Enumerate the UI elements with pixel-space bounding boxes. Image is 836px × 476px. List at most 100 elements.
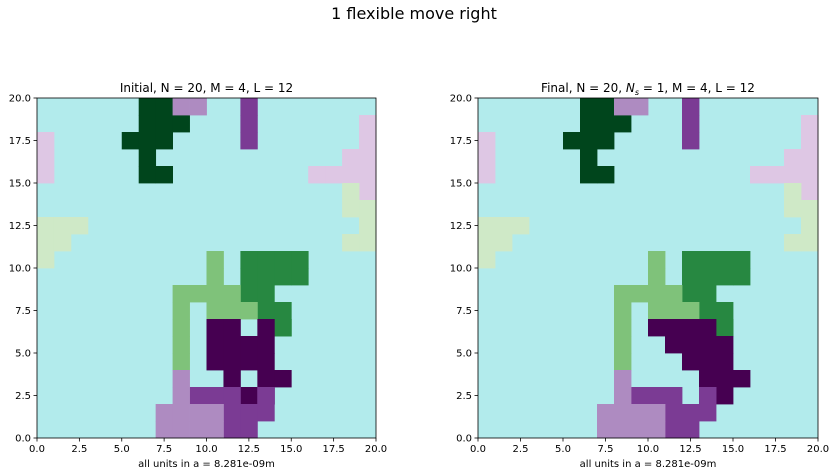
cell-green [291,268,309,286]
cell-darkgreen [155,132,173,150]
cell-darkpurple [699,336,717,354]
cell-lightgreen [37,217,55,235]
cell-medgreen [223,285,241,303]
cell-medgreen [614,353,632,371]
y-tick-label: 20.0 [9,94,31,105]
cell-darkgreen [138,98,157,116]
y-tick-label: 15.0 [9,179,31,190]
y-tick-label: 15.0 [450,179,472,190]
cell-lavender [614,421,632,439]
x-tick-label: 20.0 [807,444,829,455]
cell-purple [665,404,683,422]
cell-darkgreen [155,166,173,184]
cell-medgreen [206,302,224,320]
cell-lavender [648,421,666,439]
cell-medgreen [172,336,190,354]
cell-lightgreen [495,217,513,235]
cell-medgreen [189,285,207,303]
cell-lavender [172,370,190,388]
cell-lavender [614,98,632,116]
cell-medgreen [240,302,258,320]
cell-purple [682,421,700,439]
panel-initial-cells [37,98,377,439]
cell-darkpurple [257,353,275,371]
cell-darkpurple [716,336,734,354]
cell-lavender [631,421,649,439]
cell-purple [665,387,683,405]
x-tick-label: 5.0 [555,444,571,455]
cell-lightgreen [37,234,55,252]
x-tick-label: 12.5 [238,444,260,455]
cell-lightgreen [359,217,377,235]
cell-darkpurple [665,336,683,354]
cell-darkpurple [716,387,734,405]
y-tick-label: 5.0 [456,349,472,360]
cell-lavender [614,404,632,422]
y-tick-label: 17.5 [450,136,472,147]
cell-medgreen [631,285,649,303]
cell-green [716,302,734,320]
cell-pink [37,166,55,184]
cell-darkgreen [138,149,157,167]
cell-purple [240,132,258,150]
cell-lightgreen [495,234,513,252]
cell-pink [359,183,377,201]
cell-darkgreen [563,132,581,150]
cell-lightgreen [359,234,377,252]
cell-darkgreen [580,149,598,167]
cell-purple [223,404,241,422]
cell-lavender [597,421,615,439]
cell-darkpurple [699,370,717,388]
y-tick-label: 20.0 [450,94,472,105]
cell-darkpurple [257,370,275,388]
cell-darkgreen [614,115,632,133]
cell-pink [37,149,55,167]
cell-darkgreen [155,98,173,116]
cell-lavender [189,404,207,422]
cell-darkpurple [682,336,700,354]
cell-purple [682,404,700,422]
cell-medgreen [648,251,666,269]
y-tick-label: 2.5 [15,391,31,402]
cell-green [699,285,717,303]
x-tick-label: 0.0 [470,444,486,455]
cell-darkpurple [648,319,666,337]
cell-darkpurple [699,319,717,337]
y-tick-label: 2.5 [456,391,472,402]
y-tick-label: 17.5 [9,136,31,147]
cell-darkpurple [257,336,275,354]
cell-medgreen [614,319,632,337]
cell-lavender [172,98,190,116]
cell-lavender [648,404,666,422]
cell-darkpurple [223,336,241,354]
cell-lavender [155,404,173,422]
cell-green [699,268,717,286]
cell-medgreen [172,302,190,320]
y-tick-label: 12.5 [9,221,31,232]
cell-green [257,268,275,286]
cell-green [274,319,292,337]
y-tick-label: 7.5 [15,306,31,317]
cell-pink [308,166,326,184]
cell-lavender [206,404,224,422]
cell-pink [784,166,802,184]
y-tick-label: 10.0 [450,264,472,275]
cell-medgreen [648,285,666,303]
cell-purple [240,404,258,422]
x-tick-label: 17.5 [764,444,786,455]
cell-lightgreen [784,200,802,218]
cell-purple [682,115,700,133]
y-tick-label: 12.5 [450,221,472,232]
cell-lightgreen [70,217,89,235]
cell-lavender [172,387,190,405]
cell-pink [342,166,360,184]
cell-lavender [155,421,173,439]
cell-pink [359,166,377,184]
cell-pink [478,149,496,167]
cell-lightgreen [801,217,819,235]
cell-pink [325,166,343,184]
cell-lavender [597,404,615,422]
cell-lightgreen [359,200,377,218]
cell-green [274,302,292,320]
